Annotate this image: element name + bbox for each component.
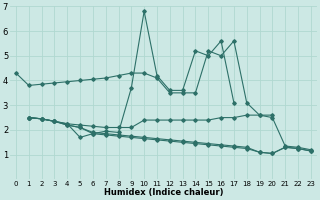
X-axis label: Humidex (Indice chaleur): Humidex (Indice chaleur) — [104, 188, 223, 197]
